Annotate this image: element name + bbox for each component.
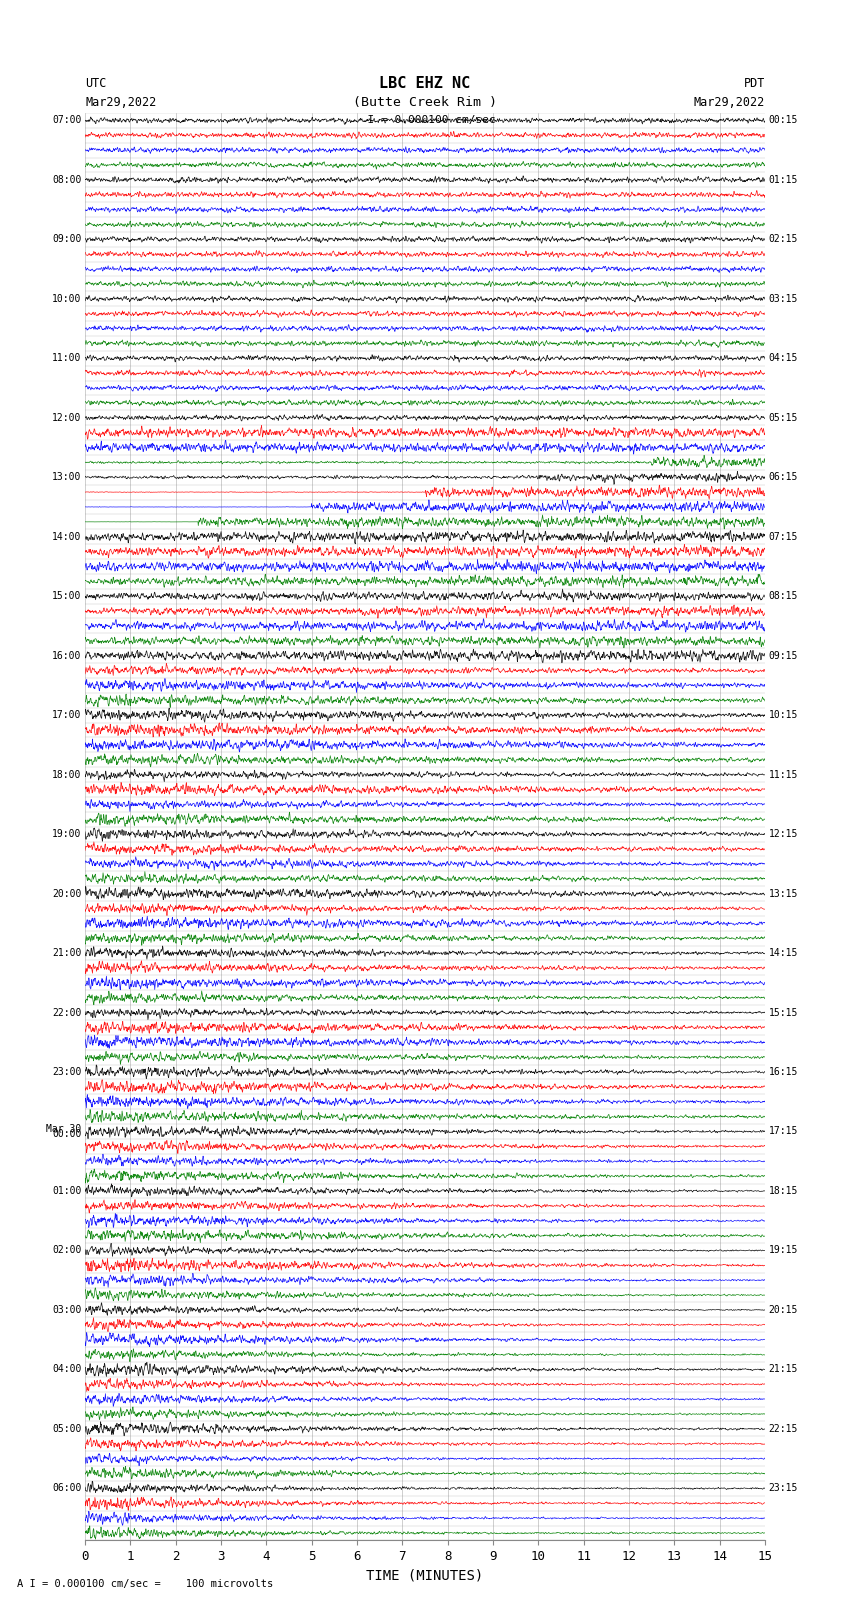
Text: 09:00: 09:00	[52, 234, 82, 244]
Text: 05:15: 05:15	[768, 413, 798, 423]
Text: PDT: PDT	[744, 77, 765, 90]
Text: 13:00: 13:00	[52, 473, 82, 482]
Text: 04:15: 04:15	[768, 353, 798, 363]
Text: 00:00: 00:00	[52, 1129, 82, 1139]
Text: 01:00: 01:00	[52, 1186, 82, 1195]
Text: 16:15: 16:15	[768, 1068, 798, 1077]
Text: 10:00: 10:00	[52, 294, 82, 303]
Text: 05:00: 05:00	[52, 1424, 82, 1434]
Text: 16:00: 16:00	[52, 650, 82, 661]
Text: 18:00: 18:00	[52, 769, 82, 779]
Text: Mar29,2022: Mar29,2022	[694, 95, 765, 110]
Text: 23:15: 23:15	[768, 1484, 798, 1494]
Text: 15:15: 15:15	[768, 1008, 798, 1018]
Text: 14:00: 14:00	[52, 532, 82, 542]
Text: 06:15: 06:15	[768, 473, 798, 482]
Text: 11:15: 11:15	[768, 769, 798, 779]
Text: 08:00: 08:00	[52, 174, 82, 185]
Text: 20:00: 20:00	[52, 889, 82, 898]
Text: 12:15: 12:15	[768, 829, 798, 839]
Text: 21:00: 21:00	[52, 948, 82, 958]
Text: LBC EHZ NC: LBC EHZ NC	[379, 76, 471, 92]
Text: 19:15: 19:15	[768, 1245, 798, 1255]
Text: 02:15: 02:15	[768, 234, 798, 244]
Text: Mar29,2022: Mar29,2022	[85, 95, 156, 110]
Text: 18:15: 18:15	[768, 1186, 798, 1195]
Text: 14:15: 14:15	[768, 948, 798, 958]
Text: 22:00: 22:00	[52, 1008, 82, 1018]
Text: 09:15: 09:15	[768, 650, 798, 661]
Text: 10:15: 10:15	[768, 710, 798, 719]
Text: 02:00: 02:00	[52, 1245, 82, 1255]
Text: 03:15: 03:15	[768, 294, 798, 303]
Text: 12:00: 12:00	[52, 413, 82, 423]
Text: UTC: UTC	[85, 77, 106, 90]
Text: 07:15: 07:15	[768, 532, 798, 542]
Text: (Butte Creek Rim ): (Butte Creek Rim )	[353, 95, 497, 110]
Text: 19:00: 19:00	[52, 829, 82, 839]
Text: A I = 0.000100 cm/sec =    100 microvolts: A I = 0.000100 cm/sec = 100 microvolts	[17, 1579, 273, 1589]
Text: 23:00: 23:00	[52, 1068, 82, 1077]
Text: 07:00: 07:00	[52, 116, 82, 126]
Text: 15:00: 15:00	[52, 592, 82, 602]
Text: 06:00: 06:00	[52, 1484, 82, 1494]
Text: 13:15: 13:15	[768, 889, 798, 898]
Text: 08:15: 08:15	[768, 592, 798, 602]
Text: 11:00: 11:00	[52, 353, 82, 363]
Text: 04:00: 04:00	[52, 1365, 82, 1374]
Text: 01:15: 01:15	[768, 174, 798, 185]
Text: 21:15: 21:15	[768, 1365, 798, 1374]
Text: 03:00: 03:00	[52, 1305, 82, 1315]
Text: 00:15: 00:15	[768, 116, 798, 126]
Text: 17:00: 17:00	[52, 710, 82, 719]
Text: 22:15: 22:15	[768, 1424, 798, 1434]
Text: Mar 30: Mar 30	[47, 1124, 82, 1134]
Text: 20:15: 20:15	[768, 1305, 798, 1315]
Text: I = 0.000100 cm/sec: I = 0.000100 cm/sec	[354, 115, 496, 126]
Text: 17:15: 17:15	[768, 1126, 798, 1137]
X-axis label: TIME (MINUTES): TIME (MINUTES)	[366, 1569, 484, 1582]
